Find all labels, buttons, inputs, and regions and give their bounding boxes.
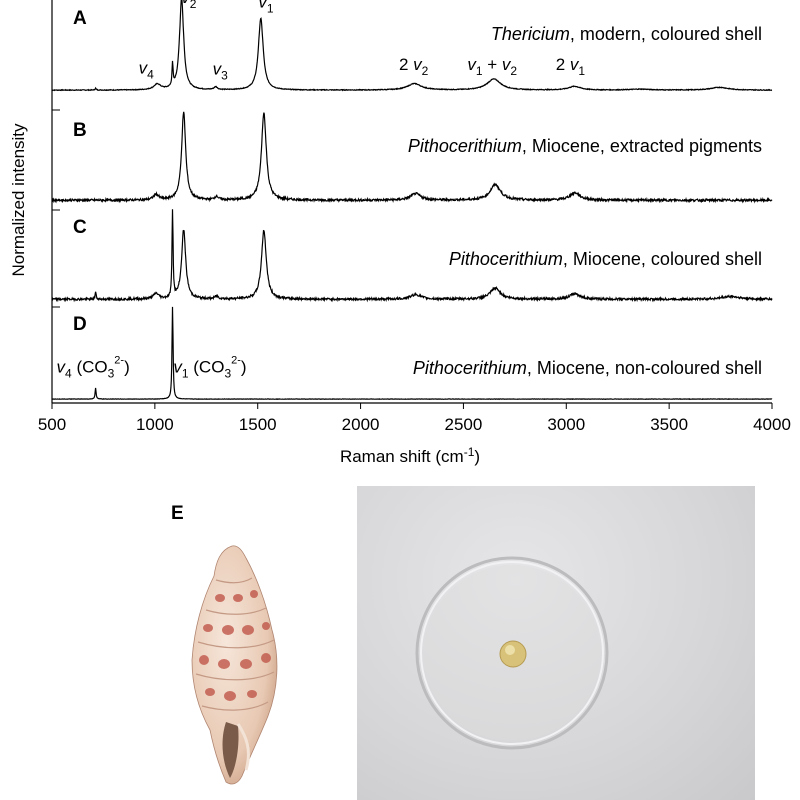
peak-label: v1 + v2 [467,55,517,78]
panel-letter-c: C [73,217,87,238]
spectra-group [51,0,773,401]
spectrum-line-a [51,0,773,92]
peak-label: 2 v2 [399,55,429,78]
x-tick-label: 3500 [650,415,688,434]
panel-letter-a: A [73,8,87,29]
panel-letter-e: E [171,503,184,524]
shell-photo [191,545,278,785]
raman-spectra-chart: 500 1000 1500 2000 2500 3000 3500 4000 A Therici… [9,0,791,466]
panel-letter-d: D [73,314,87,335]
x-tick-label: 2500 [445,415,483,434]
x-tick-label: 1000 [136,415,174,434]
peak-label: 2 v1 [556,55,586,78]
y-axis-title: Normalized intensity [9,123,28,277]
peak-label: v4 [139,59,155,82]
panel-description-a: Thericium, modern, coloured shell [491,24,762,44]
peak-label: v3 [213,60,229,83]
panel-description-c: Pithocerithium, Miocene, coloured shell [449,249,762,269]
chart-axes: 500 1000 1500 2000 2500 3000 3500 4000 [38,0,791,434]
x-axis-title: Raman shift (cm-1) [340,445,480,466]
panel-letter-b: B [73,120,87,141]
peak-label: v2 [181,0,197,11]
x-tick-label: 2000 [342,415,380,434]
panel-description-b: Pithocerithium, Miocene, extracted pigme… [408,136,762,156]
annotations-group: A Thericium, modern, coloured shell v4 v2 v3… [57,0,762,380]
sample-disc-photo [357,486,755,800]
panel-description-d: Pithocerithium, Miocene, non-coloured sh… [413,358,762,378]
peak-label: v1 [258,0,274,15]
spectrum-line-b [51,111,773,204]
x-tick-label: 1500 [239,415,277,434]
peak-label: v1 (CO32-) [173,354,246,380]
peak-label: v4 (CO32-) [57,354,130,380]
spectrum-line-d [52,306,773,401]
x-tick-label: 4000 [753,415,791,434]
x-tick-label: 500 [38,415,66,434]
spectrum-line-c [51,209,773,303]
x-tick-label: 3000 [547,415,585,434]
